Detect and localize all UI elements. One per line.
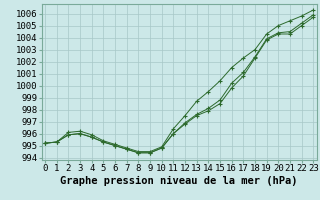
- X-axis label: Graphe pression niveau de la mer (hPa): Graphe pression niveau de la mer (hPa): [60, 176, 298, 186]
